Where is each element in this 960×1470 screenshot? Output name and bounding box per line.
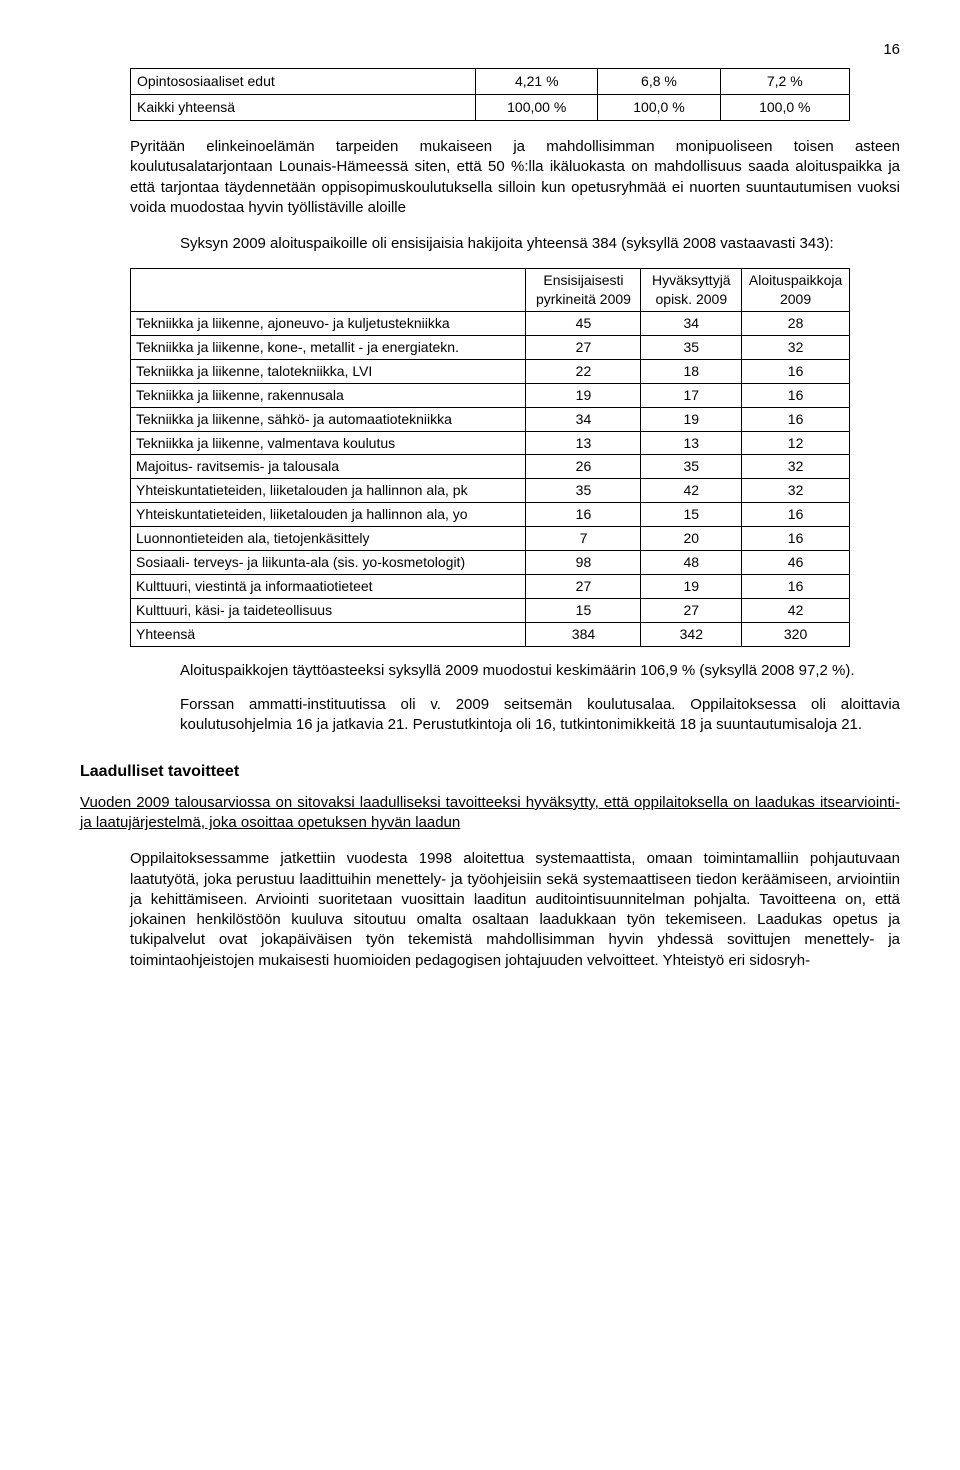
cell-value: 16 [742, 503, 850, 527]
row-label: Yhteiskuntatieteiden, liiketalouden ja h… [131, 479, 526, 503]
cell-value: 27 [641, 598, 742, 622]
table-row: Tekniikka ja liikenne, sähkö- ja automaa… [131, 407, 850, 431]
cell-value: 42 [742, 598, 850, 622]
cell-value: 32 [742, 455, 850, 479]
cell-value: 100,00 % [476, 95, 598, 121]
cell-value: 35 [526, 479, 641, 503]
table-row: Tekniikka ja liikenne, rakennusala191716 [131, 383, 850, 407]
row-label: Opintososiaaliset edut [131, 69, 476, 95]
paragraph-6: Oppilaitoksessamme jatkettiin vuodesta 1… [130, 849, 900, 971]
cell-value: 19 [641, 574, 742, 598]
row-label: Tekniikka ja liikenne, kone-, metallit -… [131, 335, 526, 359]
row-label: Majoitus- ravitsemis- ja talousala [131, 455, 526, 479]
cell-value: 45 [526, 312, 641, 336]
cell-value: 15 [526, 598, 641, 622]
table-row: Kulttuuri, viestintä ja informaatiotiete… [131, 574, 850, 598]
table-row: Tekniikka ja liikenne, valmentava koulut… [131, 431, 850, 455]
page-number: 16 [80, 40, 900, 60]
cell-value: 27 [526, 574, 641, 598]
cell-value: 320 [742, 622, 850, 646]
table-row: Tekniikka ja liikenne, talotekniikka, LV… [131, 359, 850, 383]
paragraph-5: Vuoden 2009 talousarviossa on sitovaksi … [80, 793, 900, 834]
table-row: Kaikki yhteensä100,00 %100,0 %100,0 % [131, 95, 850, 121]
table-row: Yhteiskuntatieteiden, liiketalouden ja h… [131, 479, 850, 503]
cell-value: 100,0 % [598, 95, 720, 121]
t2-header-row: Ensisijaisesti pyrkineitä 2009 Hyväksytt… [131, 269, 850, 312]
table-row: Sosiaali- terveys- ja liikunta-ala (sis.… [131, 550, 850, 574]
row-label: Yhteensä [131, 622, 526, 646]
cell-value: 32 [742, 479, 850, 503]
t2-h1: Ensisijaisesti pyrkineitä 2009 [526, 269, 641, 312]
table-row: Luonnontieteiden ala, tietojenkäsittely7… [131, 527, 850, 551]
cell-value: 27 [526, 335, 641, 359]
applicants-table: Ensisijaisesti pyrkineitä 2009 Hyväksytt… [130, 268, 850, 646]
cell-value: 16 [742, 359, 850, 383]
table-row: Tekniikka ja liikenne, ajoneuvo- ja kulj… [131, 312, 850, 336]
table-row: Opintososiaaliset edut4,21 %6,8 %7,2 % [131, 69, 850, 95]
row-label: Tekniikka ja liikenne, valmentava koulut… [131, 431, 526, 455]
cell-value: 32 [742, 335, 850, 359]
cell-value: 13 [526, 431, 641, 455]
cell-value: 342 [641, 622, 742, 646]
cell-value: 16 [742, 574, 850, 598]
table-row: Majoitus- ravitsemis- ja talousala263532 [131, 455, 850, 479]
cell-value: 15 [641, 503, 742, 527]
cell-value: 19 [641, 407, 742, 431]
cell-value: 7 [526, 527, 641, 551]
table-row: Yhteensä384342320 [131, 622, 850, 646]
cell-value: 6,8 % [598, 69, 720, 95]
cell-value: 98 [526, 550, 641, 574]
cell-value: 18 [641, 359, 742, 383]
cell-value: 16 [742, 407, 850, 431]
t2-head: Ensisijaisesti pyrkineitä 2009 Hyväksytt… [131, 269, 850, 312]
row-label: Yhteiskuntatieteiden, liiketalouden ja h… [131, 503, 526, 527]
paragraph-2: Syksyn 2009 aloituspaikoille oli ensisij… [180, 234, 900, 254]
cell-value: 7,2 % [720, 69, 849, 95]
t2-h0 [131, 269, 526, 312]
row-label: Kulttuuri, viestintä ja informaatiotiete… [131, 574, 526, 598]
table-row: Yhteiskuntatieteiden, liiketalouden ja h… [131, 503, 850, 527]
cell-value: 48 [641, 550, 742, 574]
paragraph-1: Pyritään elinkeinoelämän tarpeiden mukai… [130, 137, 900, 218]
row-label: Kaikki yhteensä [131, 95, 476, 121]
row-label: Luonnontieteiden ala, tietojenkäsittely [131, 527, 526, 551]
paragraph-3: Aloituspaikkojen täyttöasteeksi syksyllä… [180, 661, 900, 681]
cell-value: 100,0 % [720, 95, 849, 121]
t2-h2: Hyväksyttyjä opisk. 2009 [641, 269, 742, 312]
cell-value: 42 [641, 479, 742, 503]
cell-value: 16 [742, 383, 850, 407]
cell-value: 35 [641, 335, 742, 359]
cell-value: 20 [641, 527, 742, 551]
cell-value: 12 [742, 431, 850, 455]
t2-h3: Aloituspaikkoja 2009 [742, 269, 850, 312]
cell-value: 22 [526, 359, 641, 383]
cell-value: 34 [526, 407, 641, 431]
cell-value: 16 [526, 503, 641, 527]
row-label: Kulttuuri, käsi- ja taideteollisuus [131, 598, 526, 622]
cell-value: 16 [742, 527, 850, 551]
row-label: Tekniikka ja liikenne, sähkö- ja automaa… [131, 407, 526, 431]
table-row: Kulttuuri, käsi- ja taideteollisuus15274… [131, 598, 850, 622]
cell-value: 4,21 % [476, 69, 598, 95]
summary-table: Opintososiaaliset edut4,21 %6,8 %7,2 %Ka… [130, 68, 850, 121]
section-heading: Laadulliset tavoitteet [80, 761, 900, 783]
row-label: Sosiaali- terveys- ja liikunta-ala (sis.… [131, 550, 526, 574]
cell-value: 34 [641, 312, 742, 336]
t1-body: Opintososiaaliset edut4,21 %6,8 %7,2 %Ka… [131, 69, 850, 121]
cell-value: 17 [641, 383, 742, 407]
cell-value: 28 [742, 312, 850, 336]
row-label: Tekniikka ja liikenne, ajoneuvo- ja kulj… [131, 312, 526, 336]
table-row: Tekniikka ja liikenne, kone-, metallit -… [131, 335, 850, 359]
cell-value: 26 [526, 455, 641, 479]
row-label: Tekniikka ja liikenne, rakennusala [131, 383, 526, 407]
paragraph-4: Forssan ammatti-instituutissa oli v. 200… [180, 695, 900, 736]
cell-value: 35 [641, 455, 742, 479]
cell-value: 384 [526, 622, 641, 646]
t2-body: Tekniikka ja liikenne, ajoneuvo- ja kulj… [131, 312, 850, 646]
cell-value: 13 [641, 431, 742, 455]
cell-value: 46 [742, 550, 850, 574]
cell-value: 19 [526, 383, 641, 407]
row-label: Tekniikka ja liikenne, talotekniikka, LV… [131, 359, 526, 383]
